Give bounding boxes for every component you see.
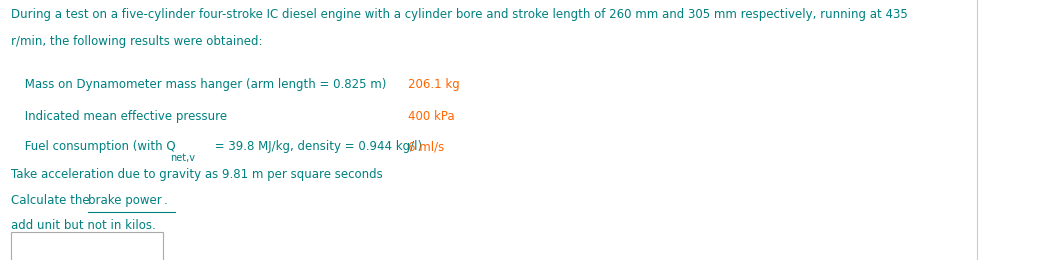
Text: Calculate the: Calculate the	[12, 194, 94, 207]
Text: 6 ml/s: 6 ml/s	[409, 140, 445, 153]
Text: r/min, the following results were obtained:: r/min, the following results were obtain…	[12, 35, 263, 48]
Text: Fuel consumption (with Q: Fuel consumption (with Q	[21, 140, 176, 153]
Text: During a test on a five-cylinder four-stroke IC diesel engine with a cylinder bo: During a test on a five-cylinder four-st…	[12, 8, 908, 21]
Text: .: .	[164, 194, 168, 207]
Text: Take acceleration due to gravity as 9.81 m per square seconds: Take acceleration due to gravity as 9.81…	[12, 168, 383, 181]
FancyBboxPatch shape	[12, 232, 163, 260]
Text: 206.1 kg: 206.1 kg	[409, 78, 461, 91]
Text: 400 kPa: 400 kPa	[409, 110, 455, 123]
Text: = 39.8 MJ/kg, density = 0.944 kg/l): = 39.8 MJ/kg, density = 0.944 kg/l)	[212, 140, 422, 153]
Text: add unit but not in kilos.: add unit but not in kilos.	[12, 219, 156, 232]
Text: net,v: net,v	[170, 153, 195, 163]
Text: Mass on Dynamometer mass hanger (arm length = 0.825 m): Mass on Dynamometer mass hanger (arm len…	[21, 78, 386, 91]
Text: Indicated mean effective pressure: Indicated mean effective pressure	[21, 110, 227, 123]
Text: brake power: brake power	[87, 194, 162, 207]
